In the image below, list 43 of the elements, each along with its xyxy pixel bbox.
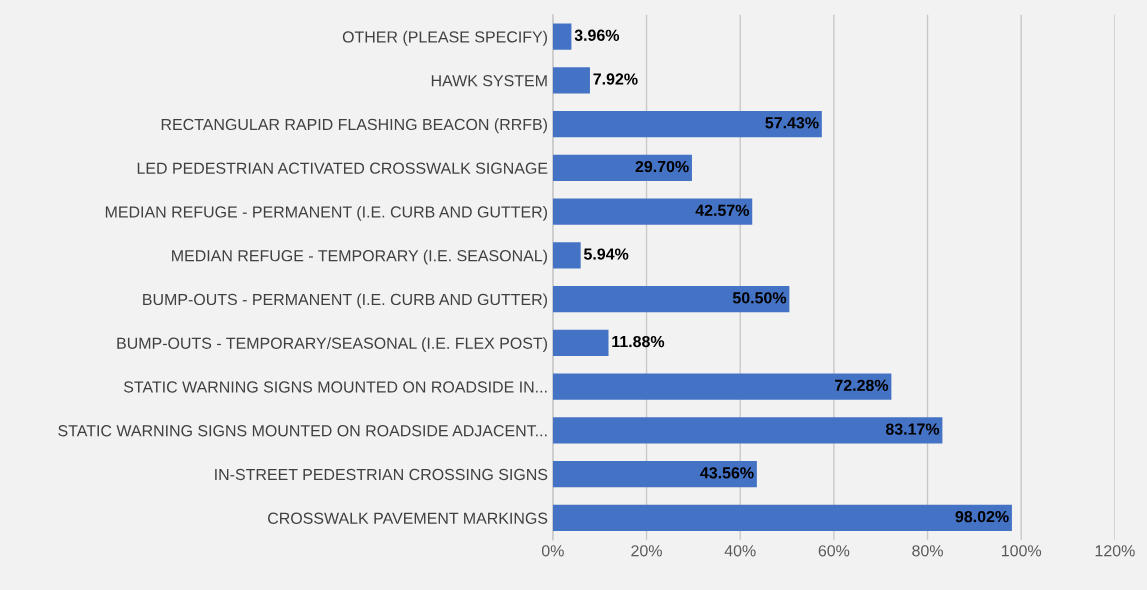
x-tick-label: 40% bbox=[724, 545, 756, 557]
data-label: 3.96% bbox=[574, 29, 620, 41]
bar bbox=[552, 286, 790, 313]
y-tick-label: HAWK SYSTEM bbox=[431, 75, 547, 87]
y-tick-label: RECTANGULAR RAPID FLASHING BEACON (RRFB) bbox=[161, 118, 547, 134]
bar bbox=[552, 373, 892, 400]
y-tick-label: STATIC WARNING SIGNS MOUNTED ON ROADSIDE ADJACENT... bbox=[58, 425, 547, 437]
y-tick-label: MEDIAN REFUGE - TEMPORARY (I.E. SEASONAL) bbox=[172, 249, 547, 265]
x-tick-label: 20% bbox=[631, 545, 662, 557]
y-tick-label: OTHER (PLEASE SPECIFY) bbox=[342, 30, 547, 46]
bar bbox=[552, 461, 757, 488]
bar bbox=[552, 23, 572, 50]
data-label: 98.02% bbox=[955, 510, 1009, 523]
y-tick-label: BUMP-OUTS - TEMPORARY/SEASONAL (I.E. FLEX POST) bbox=[117, 337, 547, 353]
data-label: 29.70% bbox=[635, 160, 689, 173]
bar bbox=[552, 111, 822, 138]
x-tick-label: 100% bbox=[1002, 545, 1042, 557]
bar bbox=[552, 67, 590, 94]
x-tick-label: 60% bbox=[818, 545, 850, 557]
data-label: 42.57% bbox=[695, 204, 750, 216]
data-label: 57.43% bbox=[765, 117, 819, 129]
x-tick-label: 80% bbox=[912, 545, 943, 557]
bar bbox=[552, 504, 1012, 532]
y-tick-label: IN-STREET PEDESTRIAN CROSSING SIGNS bbox=[215, 468, 548, 481]
x-tick-label: 120% bbox=[1095, 545, 1135, 557]
y-tick-label: CROSSWALK PAVEMENT MARKINGS bbox=[268, 512, 548, 524]
y-tick-label: BUMP-OUTS - PERMANENT (I.E. CURB AND GUTTER) bbox=[143, 293, 547, 309]
data-label: 7.92% bbox=[593, 73, 638, 85]
data-label: 11.88% bbox=[612, 335, 665, 348]
y-tick-label: LED PEDESTRIAN ACTIVATED CROSSWALK SIGNAGE bbox=[137, 162, 548, 174]
data-label: 83.17% bbox=[885, 423, 940, 435]
y-tick-label: STATIC WARNING SIGNS MOUNTED ON ROADSIDE IN... bbox=[123, 381, 547, 393]
bar bbox=[552, 154, 692, 182]
data-label: 5.94% bbox=[583, 248, 629, 260]
data-label: 50.50% bbox=[732, 292, 787, 304]
x-tick-label: 0% bbox=[541, 545, 564, 557]
bar bbox=[552, 242, 581, 269]
data-label: 72.28% bbox=[835, 379, 889, 391]
data-label: 43.56% bbox=[700, 467, 754, 479]
y-tick-label: MEDIAN REFUGE - PERMANENT (I.E. CURB AND GUTTER) bbox=[105, 205, 547, 221]
bar bbox=[552, 198, 753, 225]
bar bbox=[552, 329, 609, 357]
bar bbox=[552, 417, 943, 444]
